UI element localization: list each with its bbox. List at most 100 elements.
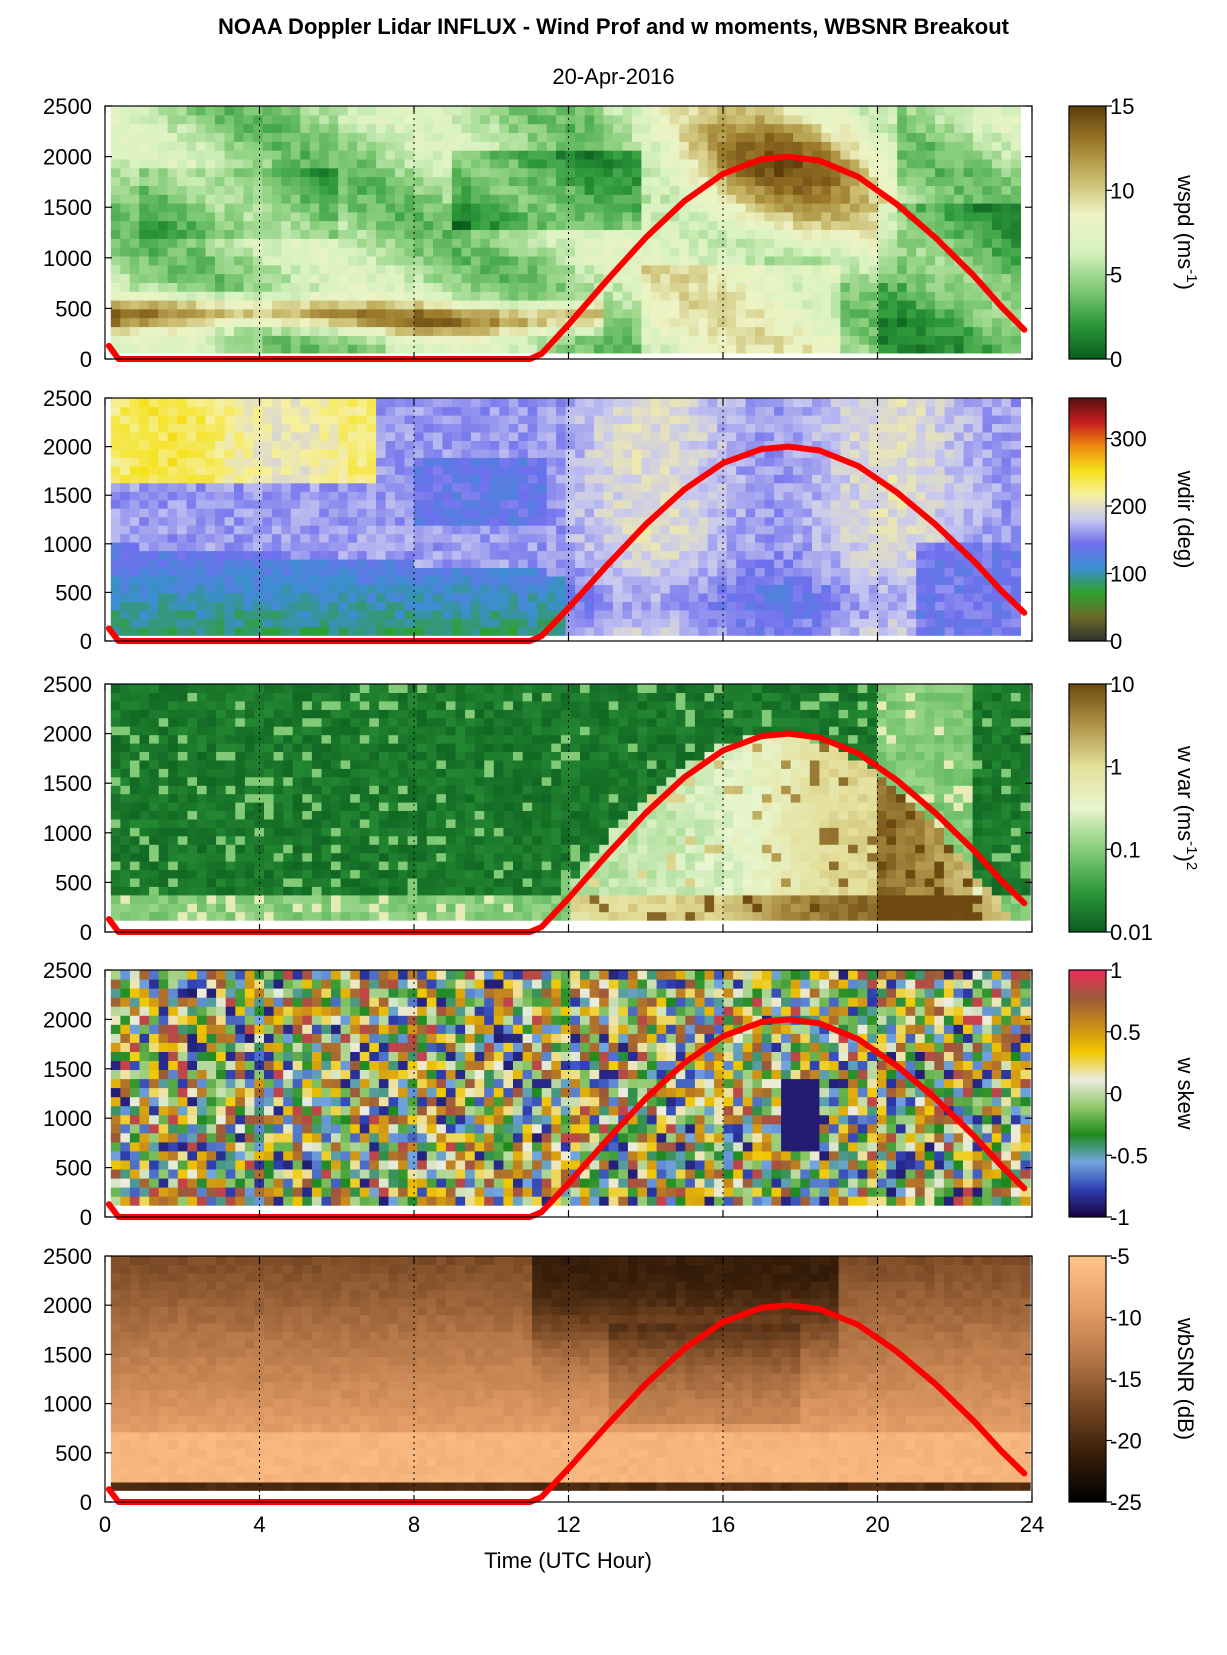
heatmap-cell (717, 273, 728, 283)
heatmap-cell (414, 550, 425, 560)
heatmap-cell (120, 626, 131, 636)
heatmap-cell (736, 567, 747, 577)
heatmap-cell (575, 567, 586, 577)
heatmap-cell (234, 584, 245, 594)
heatmap-cell (338, 398, 349, 408)
heatmap-cell (641, 247, 652, 257)
heatmap-cell (338, 550, 349, 560)
heatmap-cell (110, 317, 121, 328)
heatmap-cell (812, 317, 823, 328)
heatmap-cell (954, 300, 965, 310)
heatmap-cell (527, 457, 538, 467)
heatmap-cell (290, 609, 301, 619)
heatmap-cell (859, 300, 870, 310)
heatmap-cell (499, 308, 510, 319)
heatmap-cell (641, 457, 652, 467)
heatmap-cell (508, 185, 519, 195)
heatmap-cell (328, 431, 339, 441)
heatmap-cell (423, 584, 434, 594)
heatmap-cell (281, 516, 292, 526)
heatmap-cell (546, 584, 557, 594)
heatmap-cell (110, 273, 121, 283)
heatmap-cell (660, 431, 671, 441)
heatmap-cell (186, 474, 197, 484)
heatmap-cell (309, 185, 320, 195)
heatmap-cell (698, 203, 709, 213)
heatmap-cell (243, 423, 254, 433)
heatmap-cell (556, 132, 567, 142)
heatmap-cell (215, 592, 226, 602)
heatmap-cell (594, 326, 605, 336)
heatmap-cell (357, 185, 368, 195)
heatmap-cell (736, 123, 747, 133)
heatmap-cell (793, 335, 804, 345)
heatmap-cell (594, 229, 605, 239)
heatmap-cell (300, 448, 311, 458)
heatmap-cell (669, 123, 680, 133)
heatmap-cell (793, 448, 804, 458)
heatmap-cell (328, 141, 339, 151)
heatmap-cell (622, 465, 633, 475)
heatmap-cell (243, 533, 254, 543)
heatmap-cell (641, 474, 652, 484)
heatmap-cell (575, 499, 586, 509)
heatmap-cell (120, 255, 131, 266)
heatmap-cell (271, 158, 282, 169)
heatmap-cell (366, 558, 377, 568)
heatmap-cell (594, 550, 605, 560)
heatmap-cell (764, 533, 775, 543)
heatmap-cell (679, 326, 690, 336)
heatmap-cell (499, 247, 510, 257)
heatmap-cell (148, 273, 159, 283)
heatmap-cell (594, 457, 605, 467)
heatmap-cell (414, 508, 425, 518)
heatmap-cell (556, 211, 567, 222)
heatmap-cell (660, 558, 671, 568)
heatmap-cell (252, 626, 263, 636)
heatmap-cell (366, 601, 377, 611)
heatmap-cell (347, 264, 358, 275)
heatmap-cell (603, 317, 614, 328)
heatmap-cell (451, 601, 462, 611)
heatmap-cell (215, 474, 226, 484)
heatmap-cell (764, 194, 775, 204)
heatmap-cell (726, 414, 737, 424)
heatmap-cell (821, 414, 832, 424)
heatmap-cell (887, 247, 898, 257)
heatmap-cell (830, 220, 841, 230)
heatmap-cell (338, 176, 349, 186)
heatmap-cell (252, 525, 263, 535)
heatmap-cell (726, 550, 737, 560)
heatmap-cell (565, 203, 576, 213)
heatmap-cell (736, 542, 747, 552)
heatmap-cell (688, 317, 699, 328)
heatmap-cell (925, 106, 936, 116)
heatmap-cell (944, 158, 955, 169)
heatmap-cell (707, 440, 718, 450)
heatmap-cell (802, 167, 813, 178)
heatmap-cell (395, 326, 406, 336)
heatmap-cell (328, 114, 339, 125)
heatmap-cell (338, 499, 349, 509)
heatmap-cell (660, 326, 671, 336)
heatmap-cell (906, 238, 917, 248)
heatmap-cell (982, 326, 993, 336)
heatmap-cell (271, 291, 282, 301)
heatmap-cell (423, 491, 434, 501)
heatmap-cell (385, 300, 396, 310)
heatmap-cell (849, 508, 860, 518)
heatmap-cell (868, 203, 879, 213)
heatmap-cell (120, 533, 131, 543)
heatmap-cell (982, 123, 993, 133)
heatmap-cell (707, 150, 718, 160)
heatmap-cell (944, 273, 955, 283)
heatmap-cell (906, 291, 917, 301)
heatmap-cell (679, 440, 690, 450)
heatmap-cell (243, 264, 254, 275)
heatmap-cell (186, 141, 197, 151)
heatmap-cell (622, 291, 633, 301)
heatmap-cell (916, 106, 927, 116)
heatmap-cell (309, 516, 320, 526)
heatmap-cell (319, 618, 330, 628)
heatmap-cell (433, 238, 444, 248)
